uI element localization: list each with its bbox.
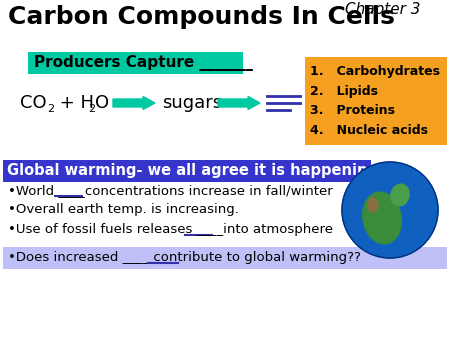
Text: 1.   Carbohydrates: 1. Carbohydrates — [310, 65, 440, 77]
Text: 2: 2 — [88, 104, 95, 114]
Text: 4.   Nucleic acids: 4. Nucleic acids — [310, 124, 428, 138]
Text: 3.   Proteins: 3. Proteins — [310, 104, 395, 118]
Ellipse shape — [363, 192, 401, 244]
Text: 2: 2 — [47, 104, 54, 114]
Text: Producers Capture _______: Producers Capture _______ — [34, 55, 253, 71]
Text: Carbon Compounds In Cells: Carbon Compounds In Cells — [8, 5, 395, 29]
Text: sugars: sugars — [162, 94, 222, 112]
Ellipse shape — [368, 198, 378, 212]
Text: 2.   Lipids: 2. Lipids — [310, 84, 378, 97]
Text: CO: CO — [20, 94, 47, 112]
Ellipse shape — [391, 184, 409, 206]
FancyBboxPatch shape — [3, 247, 447, 269]
FancyArrow shape — [113, 97, 155, 110]
Text: Chapter 3: Chapter 3 — [345, 2, 420, 17]
FancyBboxPatch shape — [3, 160, 371, 182]
Circle shape — [342, 162, 438, 258]
Text: •Use of fossil fuels releases ____into atmosphere: •Use of fossil fuels releases ____into a… — [8, 223, 333, 237]
Text: •Does increased ____ contribute to global warming??: •Does increased ____ contribute to globa… — [8, 251, 361, 265]
Text: •World ____concentrations increase in fall/winter: •World ____concentrations increase in fa… — [8, 185, 333, 197]
FancyBboxPatch shape — [28, 52, 243, 74]
FancyBboxPatch shape — [305, 57, 447, 145]
Text: + H: + H — [54, 94, 94, 112]
Text: •Overall earth temp. is increasing.: •Overall earth temp. is increasing. — [8, 203, 239, 217]
Text: O: O — [95, 94, 109, 112]
Text: Global warming- we all agree it is happening: Global warming- we all agree it is happe… — [7, 164, 378, 178]
FancyArrow shape — [218, 97, 260, 110]
